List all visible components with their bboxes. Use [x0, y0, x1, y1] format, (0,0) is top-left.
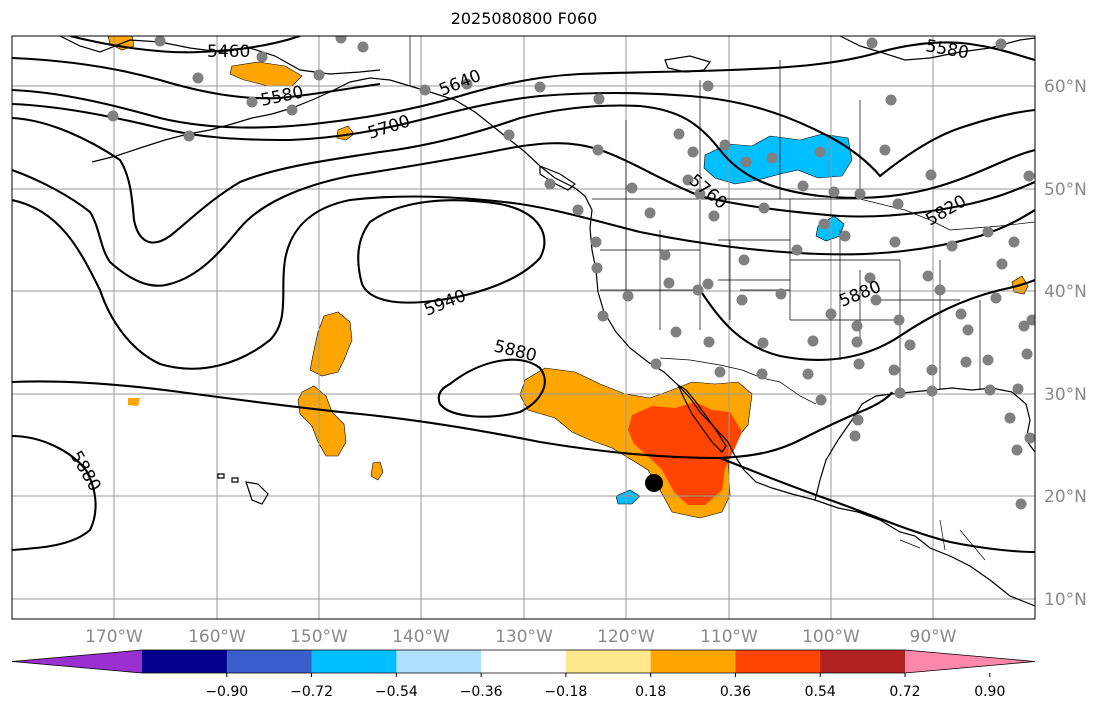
- lat-label-50n: 50°N: [1044, 180, 1087, 200]
- colorbar-segment: [565, 650, 652, 673]
- lat-label-20n: 20°N: [1044, 487, 1087, 507]
- lon-label-140w: 140°W: [392, 627, 450, 647]
- contour-5880-southwest: [12, 434, 97, 552]
- lon-label-100w: 100°W: [802, 627, 860, 647]
- colorbar-segment: [481, 650, 567, 673]
- lon-label-170w: 170°W: [85, 627, 143, 647]
- lon-label-90w: 90°W: [910, 627, 957, 647]
- colorbar-segment: [396, 650, 482, 673]
- colorbar-extend-low: [12, 650, 142, 673]
- station-markers: [107, 36, 1035, 510]
- hudson-bay-coast: [839, 36, 1035, 61]
- positive-shade-region: [297, 385, 347, 457]
- colorbar-tick-label: 0.54: [805, 684, 836, 700]
- contour-5760: [12, 104, 1035, 244]
- contour-5880-loop: [437, 358, 546, 418]
- strong-positive-shade-region: [628, 402, 742, 505]
- lat-label-30n: 30°N: [1044, 385, 1087, 405]
- map-frame: [11, 35, 1036, 620]
- storm-center-marker: [645, 474, 663, 492]
- lat-label-60n: 60°N: [1044, 77, 1087, 97]
- positive-shade-region: [128, 398, 140, 406]
- height-contours: [12, 36, 1035, 554]
- gulf-of-mexico-coast: [814, 387, 1035, 501]
- colorbar-tick-label: 0.72: [889, 684, 920, 700]
- lon-label-150w: 150°W: [290, 627, 348, 647]
- colorbar-tick-label: −0.36: [460, 684, 503, 700]
- canada-province-borders: [625, 60, 861, 199]
- colorbar-tick-label: 0.90: [974, 684, 1005, 700]
- contour-5460: [69, 36, 301, 54]
- colorbar-segment: [142, 650, 228, 673]
- contour-5580-west: [12, 56, 381, 100]
- colorbar-tick-label: −0.18: [544, 684, 587, 700]
- lat-label-10n: 10°N: [1044, 590, 1087, 610]
- map-title: 2025080800 F060: [450, 9, 598, 28]
- contour-5880-south: [12, 380, 893, 460]
- colorbar-segment: [735, 650, 821, 673]
- contour-5640: [12, 41, 1035, 129]
- island-oahu: [217, 473, 225, 479]
- lon-label-130w: 130°W: [495, 627, 553, 647]
- lon-label-120w: 120°W: [597, 627, 655, 647]
- colorbar-outline: [11, 649, 1036, 674]
- contour-5820: [12, 142, 1035, 287]
- colorbar-segment: [820, 650, 906, 673]
- colorbar-tick-label: 0.18: [635, 684, 666, 700]
- island-hawaii: [245, 481, 269, 505]
- alaska-coast: [91, 77, 411, 163]
- contour-5880-gulf: [719, 457, 1035, 554]
- colorbar-segment: [650, 650, 736, 673]
- vancouver-island: [539, 165, 576, 191]
- colorbar-tick-label: −0.72: [290, 684, 333, 700]
- central-america-borders: [899, 519, 986, 561]
- contour-5880: [12, 195, 1035, 370]
- contour-5940: [357, 199, 546, 304]
- colorbar: −0.90 −0.72 −0.54 −0.36 −0.18 0.18 0.36 0.54 0.7…: [11, 649, 1036, 700]
- lon-label-160w: 160°W: [188, 627, 246, 647]
- baja-california-coast: [676, 383, 727, 453]
- colorbar-tick-label: 0.36: [720, 684, 751, 700]
- island-maui: [231, 477, 239, 483]
- colorbar-tick-label: −0.90: [205, 684, 248, 700]
- longitude-labels: 170°W 160°W 150°W 140°W 130°W 120°W 110°…: [85, 627, 957, 647]
- colorbar-segment: [311, 650, 397, 673]
- contour-5880-east: [699, 279, 1035, 361]
- contour-5700: [12, 91, 1035, 178]
- alaska-north-coast: [59, 36, 381, 75]
- positive-shade-region: [309, 311, 353, 377]
- colorbar-tick-label: −0.54: [375, 684, 418, 700]
- coastlines: [59, 36, 1035, 607]
- state-borders: [600, 199, 981, 390]
- lon-label-110w: 110°W: [700, 627, 758, 647]
- contour-label: 5460: [207, 42, 250, 62]
- colorbar-extend-high: [905, 650, 1035, 673]
- positive-shade-region: [370, 461, 384, 481]
- graticule: [12, 36, 1035, 619]
- latitude-labels: 60°N 50°N 40°N 30°N 20°N 10°N: [1044, 77, 1087, 610]
- us-mexico-border: [659, 357, 817, 405]
- negative-shade-region: [615, 489, 641, 505]
- colorbar-segment: [226, 650, 313, 673]
- lat-label-40n: 40°N: [1044, 282, 1087, 302]
